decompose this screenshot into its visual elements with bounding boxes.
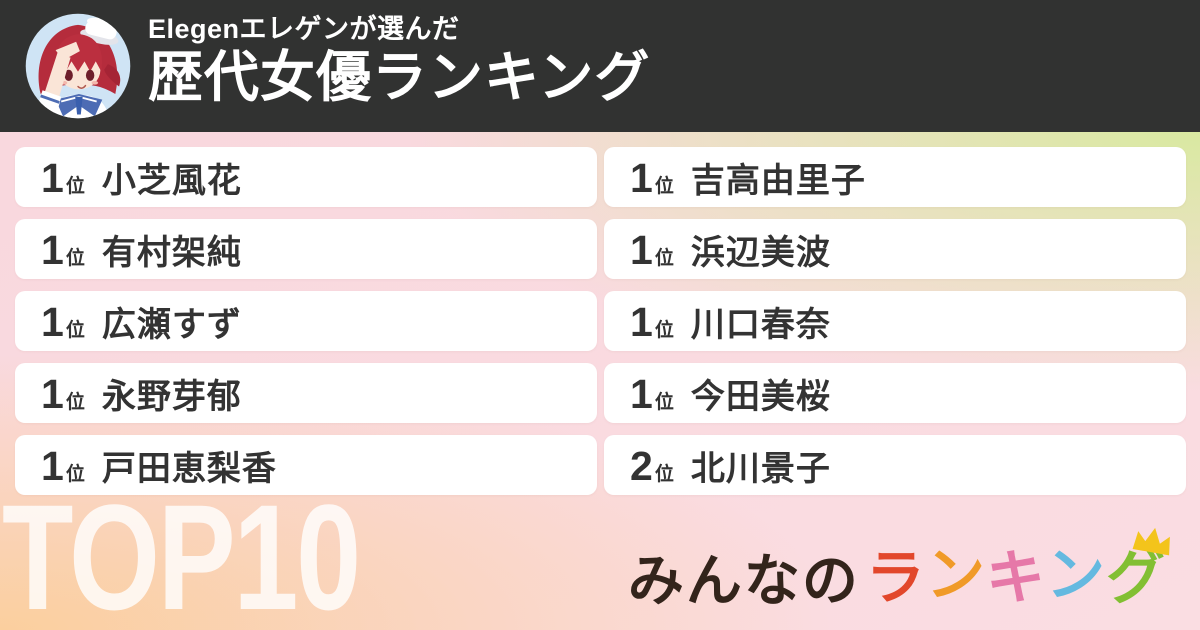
entry-name: 有村架純 bbox=[101, 233, 242, 272]
header-text-block: Elegenエレゲンが選んだ 歴代女優ランキング bbox=[148, 13, 650, 108]
ranking-item: 1 位吉高由里子 bbox=[604, 147, 1186, 207]
rank-suffix: 位 bbox=[654, 247, 674, 269]
rank-suffix: 位 bbox=[654, 391, 674, 413]
rank-suffix: 位 bbox=[65, 247, 85, 269]
rank-number: 1 bbox=[630, 226, 653, 273]
logo-letter: ラ bbox=[865, 545, 926, 612]
rank-suffix: 位 bbox=[65, 319, 85, 341]
entry-name: 川口春奈 bbox=[690, 305, 831, 344]
rank-number: 1 bbox=[41, 154, 64, 201]
logo-colored-word: ランキング bbox=[865, 528, 1170, 614]
entry-name: 永野芽郁 bbox=[101, 377, 242, 416]
logo-prefix: みんなの bbox=[627, 548, 860, 612]
entry-name: 浜辺美波 bbox=[690, 233, 831, 272]
ranking-item: 1 位戸田恵梨香 bbox=[15, 435, 597, 495]
rank-number: 1 bbox=[41, 226, 64, 273]
rank-number: 2 bbox=[630, 442, 653, 489]
logo-letter: キ bbox=[985, 545, 1046, 612]
rank-number: 1 bbox=[41, 298, 64, 345]
rank-suffix: 位 bbox=[65, 463, 85, 485]
rank-suffix: 位 bbox=[65, 175, 85, 197]
ranking-item: 2 位北川景子 bbox=[604, 435, 1186, 495]
rank-number: 1 bbox=[630, 298, 653, 345]
header-bar: Elegenエレゲンが選んだ 歴代女優ランキング bbox=[0, 0, 1200, 132]
rank-suffix: 位 bbox=[654, 319, 674, 341]
minna-no-ranking-logo: みんなの ランキング bbox=[627, 528, 1170, 614]
logo-letter: グ bbox=[1105, 545, 1166, 612]
ranking-column-right: 1 位吉高由里子 1 位浜辺美波 1 位川口春奈 1 位今田美桜 2 位北川景子 bbox=[604, 147, 1186, 495]
crown-icon bbox=[1132, 528, 1170, 556]
avatar bbox=[22, 10, 134, 122]
logo-letter: ン bbox=[925, 542, 986, 609]
ranking-column-left: 1 位小芝風花 1 位有村架純 1 位広瀬すず 1 位永野芽郁 1 位戸田恵梨香 bbox=[15, 147, 597, 495]
entry-name: 吉高由里子 bbox=[690, 161, 866, 200]
rank-number: 1 bbox=[630, 370, 653, 417]
ranking-item: 1 位有村架純 bbox=[15, 219, 597, 279]
entry-name: 今田美桜 bbox=[690, 377, 831, 416]
ranking-item: 1 位今田美桜 bbox=[604, 363, 1186, 423]
ranking-item: 1 位永野芽郁 bbox=[15, 363, 597, 423]
rank-number: 1 bbox=[41, 370, 64, 417]
entry-name: 広瀬すず bbox=[101, 305, 242, 344]
ranking-item: 1 位川口春奈 bbox=[604, 291, 1186, 351]
rank-suffix: 位 bbox=[654, 463, 674, 485]
entry-name: 戸田恵梨香 bbox=[101, 449, 277, 488]
entry-name: 北川景子 bbox=[690, 449, 831, 488]
page-title: 歴代女優ランキング bbox=[148, 45, 651, 108]
rank-suffix: 位 bbox=[654, 175, 674, 197]
ranking-item: 1 位小芝風花 bbox=[15, 147, 597, 207]
entry-name: 小芝風花 bbox=[101, 161, 242, 200]
ranking-item: 1 位浜辺美波 bbox=[604, 219, 1186, 279]
logo-letter: ン bbox=[1045, 542, 1106, 609]
rank-number: 1 bbox=[41, 442, 64, 489]
rank-suffix: 位 bbox=[65, 391, 85, 413]
ranking-item: 1 位広瀬すず bbox=[15, 291, 597, 351]
rank-number: 1 bbox=[630, 154, 653, 201]
top10-watermark: TOP10 bbox=[2, 473, 361, 630]
anime-girl-avatar-icon bbox=[25, 13, 131, 119]
ranking-grid: 1 位小芝風花 1 位有村架純 1 位広瀬すず 1 位永野芽郁 1 位戸田恵梨香 1 位吉高由里子 1… bbox=[15, 147, 1186, 495]
header-subtitle: Elegenエレゲンが選んだ bbox=[148, 14, 460, 44]
